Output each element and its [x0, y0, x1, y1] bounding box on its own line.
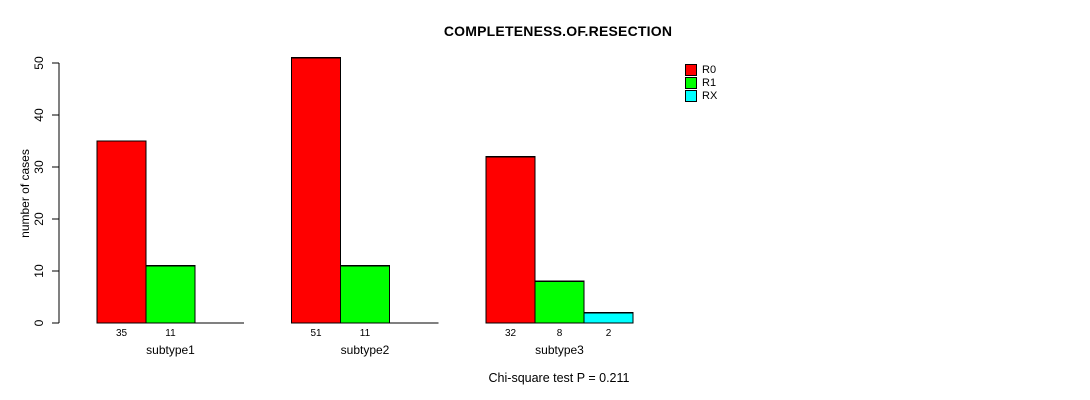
bar-value-label: 51 — [310, 328, 322, 339]
bar-r0-subtype2 — [290, 57, 342, 324]
legend-label-rx: RX — [702, 90, 718, 103]
y-axis-tick-label: 40 — [32, 108, 46, 122]
bar-value-label: 8 — [556, 328, 563, 339]
bar-value-label: 32 — [504, 328, 517, 339]
legend-item-rx: RX — [685, 90, 717, 103]
bar-r0-subtype1 — [96, 140, 147, 324]
bar-r0-subtype3 — [485, 155, 536, 324]
category-label-subtype1: subtype1 — [146, 343, 195, 357]
category-label-subtype2: subtype2 — [340, 343, 390, 357]
legend-label-r1: R1 — [702, 77, 717, 90]
chart-title: COMPLETENESS.OF.RESECTION — [443, 23, 673, 39]
legend-item-r1: R1 — [685, 76, 717, 90]
legend-swatch-r0 — [685, 63, 697, 76]
bar-r1-subtype3 — [534, 280, 585, 324]
legend-swatch-rx — [685, 90, 697, 103]
bar-r1-subtype1 — [145, 265, 196, 324]
legend-item-r0: R0 — [685, 63, 717, 76]
chi-square-annotation: Chi-square test P = 0.211 — [488, 371, 630, 385]
bar-r1-subtype2 — [339, 265, 391, 324]
legend-label-r0: R0 — [702, 63, 717, 76]
y-axis-tick-label: 50 — [32, 56, 46, 70]
legend-swatch-r1 — [685, 77, 697, 90]
legend: R0 R1 RX — [685, 63, 717, 103]
bar-value-label: 11 — [165, 328, 176, 339]
bar-value-label: 11 — [359, 328, 371, 339]
y-axis-tick-label: 10 — [32, 264, 46, 278]
bar-value-label: 35 — [115, 328, 128, 339]
bar-value-label: 2 — [605, 328, 612, 339]
y-axis-tick-label: 20 — [32, 212, 46, 226]
category-label-subtype3: subtype3 — [535, 343, 584, 357]
bar-rx-subtype3 — [583, 311, 634, 324]
y-axis-tick-label: 30 — [32, 160, 46, 174]
y-axis-tick-label: 0 — [32, 319, 46, 327]
